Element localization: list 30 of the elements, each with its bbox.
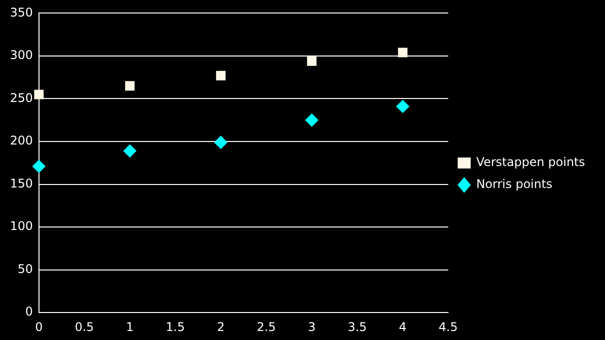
x-tick-label: 2.5 bbox=[256, 320, 276, 334]
y-tick-label: 300 bbox=[10, 48, 33, 62]
point bbox=[307, 56, 317, 66]
point bbox=[216, 70, 226, 80]
x-tick-label: 2 bbox=[216, 320, 225, 334]
y-tick-label: 350 bbox=[10, 5, 33, 20]
point bbox=[34, 90, 44, 100]
x-tick-label: 3 bbox=[308, 320, 316, 334]
y-tick-label: 150 bbox=[10, 176, 33, 190]
x-tick-label: 0.5 bbox=[74, 320, 94, 334]
legend-label: Verstappen points bbox=[476, 155, 585, 170]
y-tick-label: 250 bbox=[10, 90, 33, 105]
point bbox=[398, 48, 408, 58]
y-tick-label: 0 bbox=[25, 304, 33, 319]
x-tick-label: 4 bbox=[398, 320, 407, 334]
x-tick-label: 0 bbox=[35, 320, 43, 334]
point bbox=[396, 100, 410, 113]
point bbox=[305, 114, 318, 127]
x-tick-label: 4.5 bbox=[438, 320, 458, 334]
point bbox=[125, 81, 135, 91]
x-tick-label: 1.5 bbox=[166, 320, 185, 334]
point bbox=[123, 144, 136, 158]
x-tick-label: 1 bbox=[126, 320, 134, 334]
y-tick-label: 200 bbox=[10, 134, 33, 148]
point bbox=[32, 160, 46, 173]
x-tick-label: 3.5 bbox=[348, 320, 367, 334]
y-tick-label: 100 bbox=[10, 219, 33, 234]
legend-label: Norris points bbox=[476, 177, 552, 192]
y-tick-label: 50 bbox=[18, 262, 33, 276]
point bbox=[214, 136, 228, 149]
